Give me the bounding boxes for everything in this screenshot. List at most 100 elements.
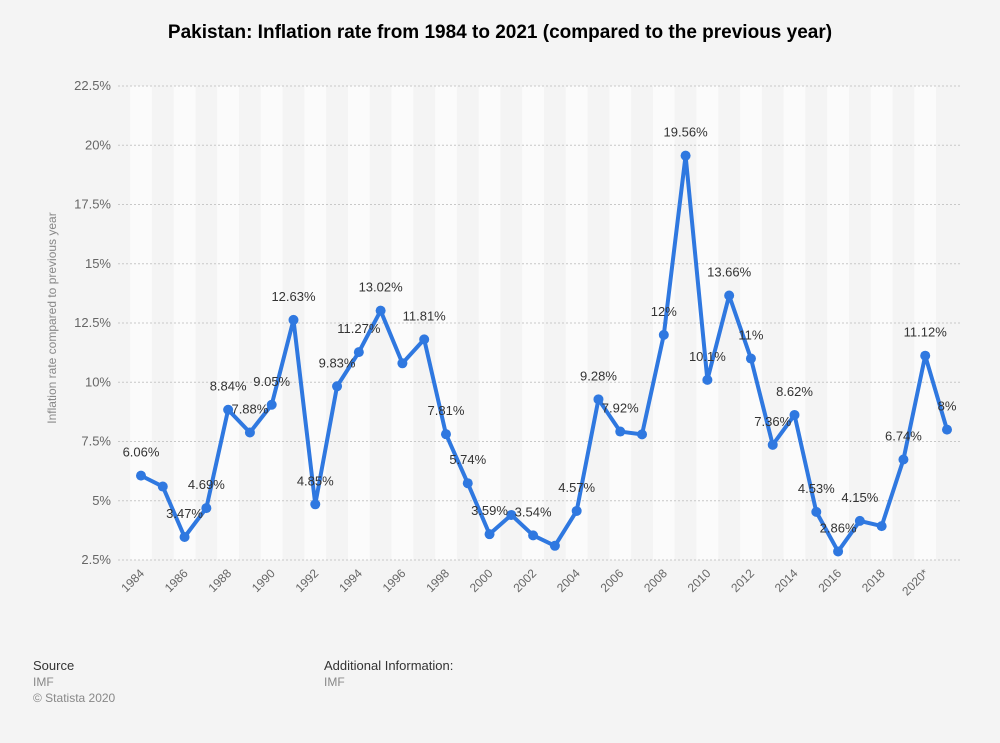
data-label-1992: 4.85% [297,473,334,488]
x-tick-label: 2006 [598,566,627,595]
data-point-2004[interactable] [571,505,582,516]
data-point-1990[interactable] [266,399,277,410]
data-label-2019: 6.74% [885,429,922,444]
source-value: IMF [33,675,54,689]
data-point-2012[interactable] [745,353,756,364]
data-point-2018[interactable] [876,521,887,532]
data-label-2008: 12% [651,304,677,319]
data-label-2004: 4.57% [558,480,595,495]
x-tick-label: 1984 [118,566,147,595]
data-label-2011: 13.66% [707,265,752,280]
band-1984 [130,86,152,560]
x-tick-label: 1992 [293,566,322,595]
data-point-2017[interactable] [854,515,865,526]
data-label-2002: 3.54% [515,504,552,519]
data-point-1993[interactable] [332,381,343,392]
data-point-1994[interactable] [353,347,364,358]
data-label-2013: 7.36% [754,414,791,429]
data-label-2021: 8% [938,399,957,414]
x-tick-label: 1986 [162,566,191,595]
y-tick-label: 22.5% [74,78,111,93]
data-point-1984[interactable] [136,470,146,481]
additional-info-block: Additional Information: IMF [324,658,453,690]
data-label-2016: 2.86% [820,520,857,535]
data-point-2008[interactable] [658,329,669,340]
source-heading: Source [33,658,75,673]
y-tick-label: 12.5% [74,315,111,330]
data-point-2001[interactable] [506,509,517,520]
data-label-1986: 3.47% [166,506,203,521]
gridlines [118,85,960,561]
data-label-2005: 9.28% [580,368,617,383]
data-point-1998[interactable] [440,429,451,440]
x-tick-label: 2020* [899,566,931,598]
data-label-2017: 4.15% [841,490,878,505]
copyright: © Statista 2020 [33,691,116,705]
data-point-1987[interactable] [201,503,212,514]
x-axis-ticks: 1984 1986 1988 1990 1992 1994 1996 1998 2000 2002… [118,566,931,598]
data-label-1989: 7.88% [231,401,268,416]
data-label-1984: 6.06% [123,445,160,460]
data-point-2015[interactable] [811,506,822,517]
x-tick-label: 2012 [728,566,757,595]
series-line-group [136,150,952,557]
data-point-2013[interactable] [767,439,778,450]
data-label-2006: 7.92% [602,401,639,416]
y-axis-ticks: 2.5% 5% 7.5% 10% 12.5% 15% 17.5% 20% 22.5% [74,78,111,567]
data-label-2000: 3.59% [471,503,508,518]
x-tick-label: 1988 [205,566,234,595]
data-point-1989[interactable] [244,427,255,438]
data-point-1986[interactable] [179,532,190,543]
additional-value: IMF [324,675,345,689]
y-tick-label: 17.5% [74,197,111,212]
data-label-2010: 10.1% [689,349,726,364]
band-2020 [914,86,937,560]
data-point-2016[interactable] [833,546,844,557]
x-tick-label: 1998 [423,566,452,595]
data-point-1985[interactable] [157,481,168,492]
series-line [139,153,949,554]
data-point-2019[interactable] [898,454,909,465]
data-point-2002[interactable] [528,530,539,541]
data-label-1987: 4.69% [188,477,225,492]
data-point-1997[interactable] [419,334,430,345]
data-label-1990: 9.05% [253,374,290,389]
data-point-2020[interactable] [920,350,931,361]
x-tick-label: 1994 [336,566,365,595]
data-point-2009[interactable] [680,150,691,161]
x-tick-label: 1990 [249,566,278,595]
x-tick-label: 2018 [859,566,888,595]
data-point-2010[interactable] [702,374,713,385]
x-tick-label: 2002 [510,566,539,595]
data-label-2015: 4.53% [798,481,835,496]
data-point-1995[interactable] [375,305,386,316]
data-point-1991[interactable] [288,314,299,325]
data-label-1995: 13.02% [359,280,404,295]
data-label-2020: 11.12% [904,325,948,340]
y-tick-label: 20% [85,137,111,152]
data-point-1996[interactable] [397,358,408,369]
x-tick-label: 2010 [685,566,714,595]
data-point-2006[interactable] [615,426,626,437]
data-label-1994: 11.27% [337,321,381,336]
data-point-2007[interactable] [637,429,648,440]
x-tick-label: 1996 [380,566,409,595]
data-label-1988: 8.84% [210,379,247,394]
data-label-1998: 7.81% [428,403,465,418]
data-point-2003[interactable] [549,540,560,551]
data-point-2000[interactable] [484,529,495,540]
data-point-2005[interactable] [593,394,604,405]
data-point-1999[interactable] [462,478,473,489]
data-label-1997: 11.81% [403,308,447,323]
data-point-2011[interactable] [724,290,735,301]
data-point-1992[interactable] [310,499,321,510]
data-labels: 6.06% 3.47% 4.69% 8.84% 7.88% 9.05% 12.63% 4.85… [123,125,957,536]
data-point-1988[interactable] [223,404,234,415]
chart-title: Pakistan: Inflation rate from 1984 to 20… [167,22,833,43]
y-tick-label: 2.5% [81,552,111,567]
data-label-1993: 9.83% [319,355,356,370]
data-label-1991: 12.63% [271,289,316,304]
y-tick-label: 15% [85,256,111,271]
data-point-2021[interactable] [942,424,952,435]
data-point-2014[interactable] [789,409,800,420]
